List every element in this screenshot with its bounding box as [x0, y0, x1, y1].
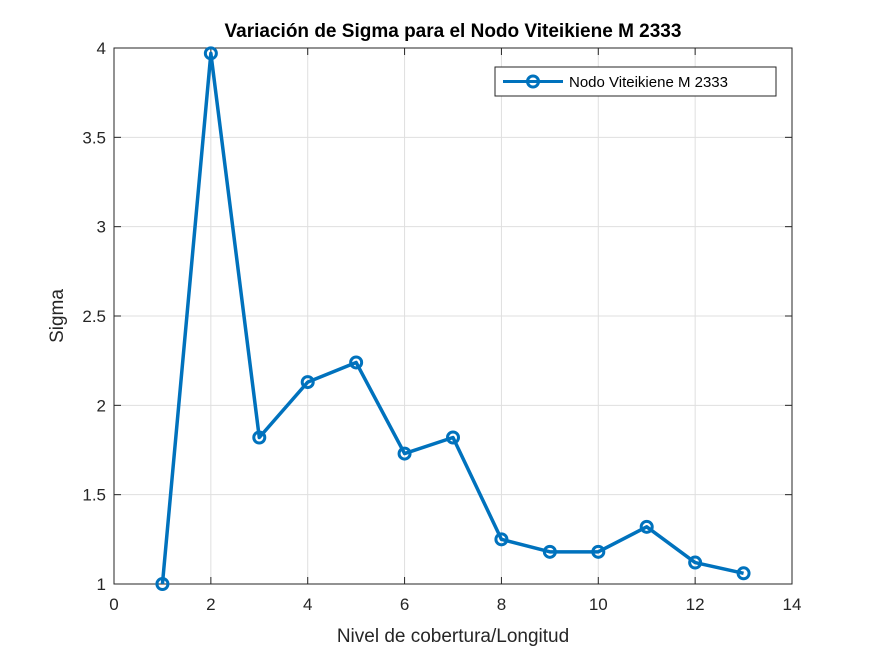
y-tick-label: 4	[97, 39, 106, 58]
x-tick-label: 2	[206, 595, 215, 614]
data-point	[155, 577, 170, 591]
chart-title: Variación de Sigma para el Nodo Viteikie…	[225, 21, 682, 42]
data-point	[252, 430, 267, 445]
y-tick-label: 2.5	[82, 307, 106, 326]
data-point	[639, 519, 654, 534]
x-axis-label: Nivel de cobertura/Longitud	[337, 626, 569, 647]
x-tick-label: 6	[400, 595, 409, 614]
y-tick-label: 1	[97, 575, 106, 594]
series-layer	[155, 46, 751, 591]
x-tick-label: 4	[303, 595, 312, 614]
data-point	[542, 544, 557, 559]
legend: Nodo Viteikiene M 2333	[494, 66, 777, 97]
x-tick-label: 12	[686, 595, 705, 614]
x-tick-label: 8	[497, 595, 506, 614]
legend-label: Nodo Viteikiene M 2333	[569, 74, 728, 91]
data-point	[349, 355, 364, 370]
series-line	[160, 51, 744, 585]
data-point	[203, 46, 218, 61]
y-tick-label: 3	[97, 218, 106, 237]
data-point	[494, 532, 509, 547]
data-point	[591, 544, 606, 559]
x-tick-label: 14	[783, 595, 802, 614]
x-tick-label: 10	[589, 595, 608, 614]
data-point	[688, 555, 703, 570]
legend-marker-sample	[526, 74, 540, 89]
x-tick-label: 0	[109, 595, 118, 614]
y-tick-label: 1.5	[82, 486, 106, 505]
y-axis-label: Sigma	[47, 289, 68, 343]
data-point	[300, 375, 315, 390]
data-point	[397, 446, 412, 461]
y-tick-label: 2	[97, 396, 106, 415]
data-point	[736, 566, 751, 581]
y-tick-label: 3.5	[82, 128, 106, 147]
data-point	[446, 430, 460, 445]
